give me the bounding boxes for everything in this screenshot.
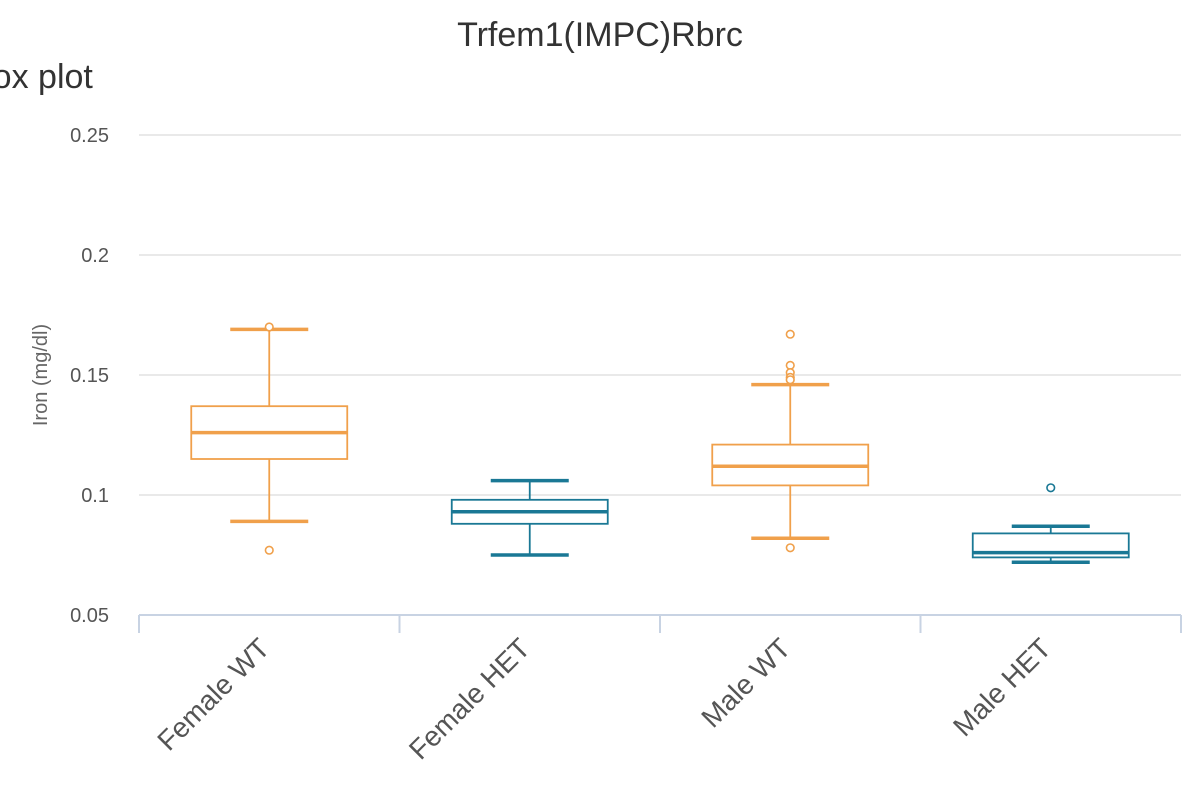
y-tick-label: 0.2 — [81, 245, 109, 267]
chart-title: Trfem1(IMPC)Rbrc — [457, 16, 743, 54]
x-category-label: Male HET — [947, 632, 1057, 742]
y-axis-title: Iron (mg/dl) — [30, 324, 52, 426]
page-heading: Box plot — [0, 58, 93, 96]
y-tick-labels: 0.05 0.1 0.15 0.2 0.25 — [70, 125, 109, 627]
x-axis — [138, 614, 1182, 633]
box-male-wt — [711, 329, 870, 553]
box-series — [190, 322, 1130, 564]
outlier-point — [264, 545, 274, 555]
x-category-label: Male WT — [695, 632, 796, 733]
x-category-label: Female HET — [403, 632, 536, 765]
grid-lines — [139, 134, 1181, 496]
y-tick-label: 0.1 — [81, 485, 109, 507]
outlier-point — [785, 329, 795, 339]
outlier-point — [785, 375, 795, 385]
y-tick-label: 0.25 — [70, 125, 109, 147]
x-category-label: Female WT — [151, 632, 275, 756]
x-category-labels: Female WT Female HET Male WT Male HET — [151, 632, 1057, 765]
box-female-wt — [190, 322, 349, 555]
outlier-point — [1046, 483, 1056, 493]
outlier-point — [785, 543, 795, 553]
box-male-het — [971, 483, 1130, 564]
y-tick-label: 0.15 — [70, 365, 109, 387]
box-female-het — [450, 478, 609, 557]
y-tick-label: 0.05 — [70, 605, 109, 627]
outlier-point — [264, 322, 274, 332]
